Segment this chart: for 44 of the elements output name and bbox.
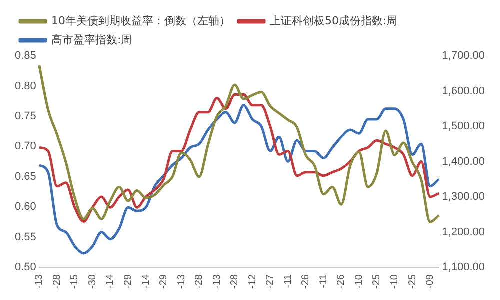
y2-tick-label: 1,100.00 xyxy=(442,262,486,274)
x-tick-label: -13 xyxy=(34,274,46,289)
x-tick-label: -12 xyxy=(247,274,258,289)
x-tick-label: -10 xyxy=(390,274,401,289)
x-tick-label: -13 xyxy=(176,274,188,289)
line-series xyxy=(38,94,440,223)
x-tick-label: -28 xyxy=(52,274,63,289)
x-tick-label: -29 xyxy=(158,274,170,289)
y-tick-label: 0.80 xyxy=(14,80,36,92)
y-tick-label: 0.55 xyxy=(14,231,36,244)
x-tick-label: -15 xyxy=(70,274,81,289)
y2-tick-label: 1,200.00 xyxy=(442,226,486,238)
line-series xyxy=(38,104,440,255)
y2-tick-label: 1,500.00 xyxy=(442,120,486,133)
x-tick-label: -26 xyxy=(300,274,312,289)
x-tick-label: -14 xyxy=(140,274,152,289)
legend-label: 高市盈率指数:周 xyxy=(52,33,132,46)
x-tick-label: -26 xyxy=(336,274,348,289)
x-tick-label: -14 xyxy=(105,274,116,289)
y-tick-label: 0.75 xyxy=(14,110,36,122)
x-tick-label: -29 xyxy=(123,274,134,289)
legend-label: 10年美债到期收益率：倒数（左轴） xyxy=(52,14,230,28)
x-tick-label: -28 xyxy=(194,274,206,289)
y-tick-label: 0.70 xyxy=(14,140,36,153)
y-tick-label: 0.65 xyxy=(14,170,36,183)
y-tick-label: 0.85 xyxy=(14,50,36,62)
y2-tick-label: 1,400.00 xyxy=(442,156,486,168)
x-tick-label: -09 xyxy=(425,274,436,289)
x-tick-label: -13 xyxy=(212,274,223,289)
legend-label: 上证科创板50成份指数:周 xyxy=(270,14,398,28)
y-tick-label: 0.60 xyxy=(14,201,36,214)
x-tick-label: -28 xyxy=(230,274,241,289)
y2-tick-label: 1,700.00 xyxy=(442,50,486,62)
line-series xyxy=(38,64,440,224)
x-tick-label: -10 xyxy=(354,274,365,289)
x-tick-label: -30 xyxy=(87,274,98,289)
x-tick-label: -25 xyxy=(372,274,383,289)
x-tick-label: -25 xyxy=(407,274,418,289)
x-tick-label: -11 xyxy=(282,274,294,288)
y2-tick-label: 1,300.00 xyxy=(442,191,486,204)
y2-tick-label: 1,600.00 xyxy=(442,85,486,98)
x-tick-label: -11 xyxy=(318,274,330,288)
y-tick-label: 0.50 xyxy=(14,262,36,274)
x-tick-label: -27 xyxy=(265,274,276,289)
